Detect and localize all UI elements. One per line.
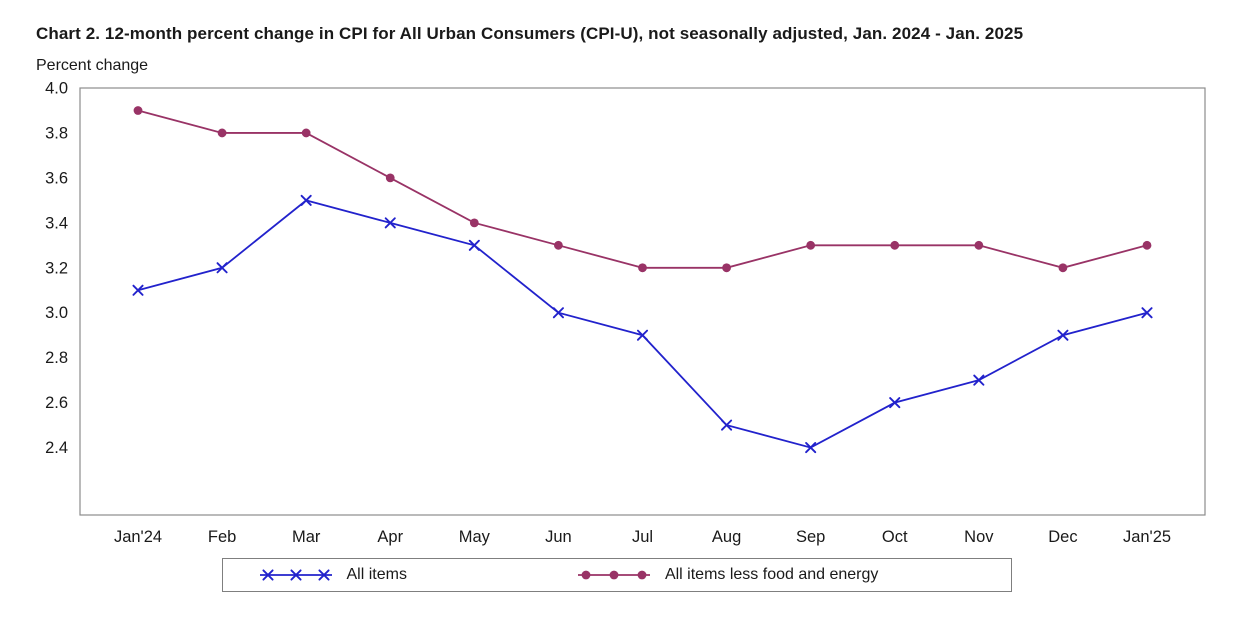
- svg-text:Apr: Apr: [377, 528, 403, 546]
- svg-text:3.0: 3.0: [45, 304, 68, 322]
- core-line-sample-icon: [577, 570, 650, 580]
- legend-item-all-items: All items: [259, 566, 407, 584]
- legend-item-core: All items less food and energy: [577, 566, 878, 584]
- svg-text:4.0: 4.0: [45, 80, 68, 98]
- svg-text:3.2: 3.2: [45, 259, 68, 277]
- svg-text:Jul: Jul: [632, 528, 653, 546]
- svg-text:Mar: Mar: [292, 528, 321, 546]
- svg-text:Nov: Nov: [964, 528, 994, 546]
- chart-legend: All items All items less food and energy: [221, 558, 1012, 592]
- svg-text:Sep: Sep: [796, 528, 825, 546]
- svg-text:Jun: Jun: [545, 528, 572, 546]
- y-axis-unit-label: Percent change: [36, 57, 149, 74]
- svg-text:Dec: Dec: [1048, 528, 1077, 546]
- svg-text:3.4: 3.4: [45, 214, 68, 232]
- svg-text:Jan'25: Jan'25: [1123, 528, 1171, 546]
- chart-title: Chart 2. 12-month percent change in CPI …: [36, 24, 1024, 43]
- line-plot-area: 2.4 2.6 2.8 3.0 3.2 3.4 3.6 3.8 4.0 Jan'24 Feb Mar A…: [45, 80, 1206, 546]
- svg-text:May: May: [459, 528, 491, 546]
- svg-text:Feb: Feb: [208, 528, 236, 546]
- svg-text:3.8: 3.8: [45, 124, 68, 142]
- svg-text:Aug: Aug: [712, 528, 741, 546]
- svg-text:2.4: 2.4: [45, 439, 68, 457]
- svg-text:2.8: 2.8: [45, 349, 68, 367]
- legend-label-all-items: All items: [346, 566, 407, 583]
- svg-text:Jan'24: Jan'24: [114, 528, 162, 546]
- svg-text:Oct: Oct: [882, 528, 908, 546]
- legend-label-core: All items less food and energy: [664, 566, 879, 583]
- svg-text:3.6: 3.6: [45, 169, 68, 187]
- svg-text:2.6: 2.6: [45, 394, 68, 412]
- all-items-line-sample-icon: [259, 569, 332, 581]
